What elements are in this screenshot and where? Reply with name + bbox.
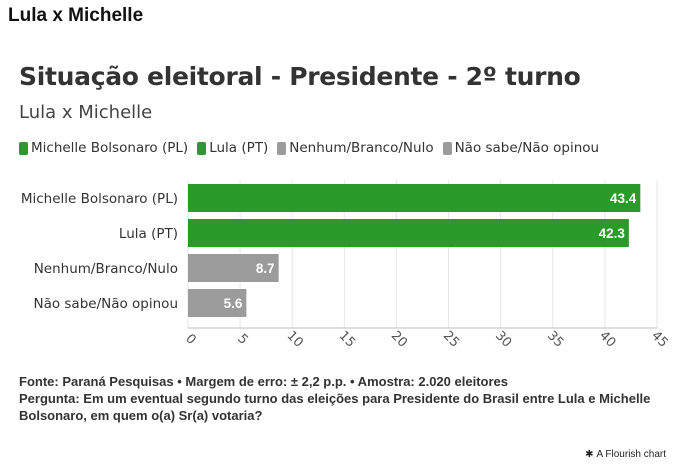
legend-swatch bbox=[442, 141, 452, 155]
x-tick-label: 30 bbox=[492, 328, 514, 350]
flourish-credit[interactable]: ✱ A Flourish chart bbox=[585, 449, 666, 460]
x-tick-label: 25 bbox=[440, 328, 462, 350]
bar-chart: 0 5 10 15 20 25 30 35 40 45 Michelle Bolsonaro (PL… bbox=[21, 180, 671, 351]
bar bbox=[188, 289, 247, 317]
legend-label: Nenhum/Branco/Nulo bbox=[289, 140, 434, 156]
bar bbox=[188, 254, 279, 282]
category-label: Lula (PT) bbox=[119, 226, 178, 242]
value-label: 42.3 bbox=[599, 226, 626, 241]
legend-item-nao-sabe[interactable]: Não sabe/Não opinou bbox=[442, 140, 600, 156]
legend: Michelle Bolsonaro (PL) Lula (PT) Nenhum… bbox=[19, 140, 599, 156]
x-tick-label: 10 bbox=[284, 328, 306, 350]
legend-item-lula[interactable]: Lula (PT) bbox=[197, 140, 268, 156]
flourish-credit-label: A Flourish chart bbox=[596, 449, 666, 460]
value-label: 43.4 bbox=[610, 191, 637, 206]
x-tick-label: 15 bbox=[336, 328, 358, 350]
x-tick-label: 45 bbox=[648, 328, 670, 350]
chart-title: Situação eleitoral - Presidente - 2º tur… bbox=[19, 62, 581, 91]
bar bbox=[188, 219, 629, 247]
x-tick-label: 0 bbox=[182, 331, 198, 347]
value-label: 5.6 bbox=[224, 296, 243, 311]
x-tick-label: 40 bbox=[596, 328, 618, 350]
legend-label: Não sabe/Não opinou bbox=[454, 140, 600, 156]
chart-footer: Fonte: Paraná Pesquisas • Margem de erro… bbox=[19, 373, 659, 424]
legend-label: Lula (PT) bbox=[209, 140, 269, 156]
legend-swatch bbox=[277, 141, 287, 155]
x-tick-label: 5 bbox=[234, 331, 250, 347]
chart-subtitle: Lula x Michelle bbox=[19, 102, 153, 123]
legend-label: Michelle Bolsonaro (PL) bbox=[31, 140, 189, 156]
category-label: Nenhum/Branco/Nulo bbox=[34, 261, 178, 277]
footer-source: Fonte: Paraná Pesquisas • Margem de erro… bbox=[19, 374, 508, 389]
category-label: Michelle Bolsonaro (PL) bbox=[21, 191, 178, 207]
x-tick-label: 20 bbox=[388, 328, 410, 350]
x-tick-label: 35 bbox=[544, 328, 566, 350]
legend-swatch bbox=[19, 141, 28, 155]
legend-item-nenhum[interactable]: Nenhum/Branco/Nulo bbox=[277, 140, 434, 156]
page-header: Lula x Michelle bbox=[8, 5, 144, 26]
footer-question: Pergunta: Em um eventual segundo turno d… bbox=[19, 391, 651, 423]
category-label: Não sabe/Não opinou bbox=[33, 296, 178, 312]
value-label: 8.7 bbox=[256, 261, 275, 276]
bar bbox=[188, 184, 641, 212]
legend-item-michelle[interactable]: Michelle Bolsonaro (PL) bbox=[19, 140, 188, 156]
flourish-logo-icon: ✱ bbox=[585, 449, 594, 460]
legend-swatch bbox=[197, 141, 207, 155]
